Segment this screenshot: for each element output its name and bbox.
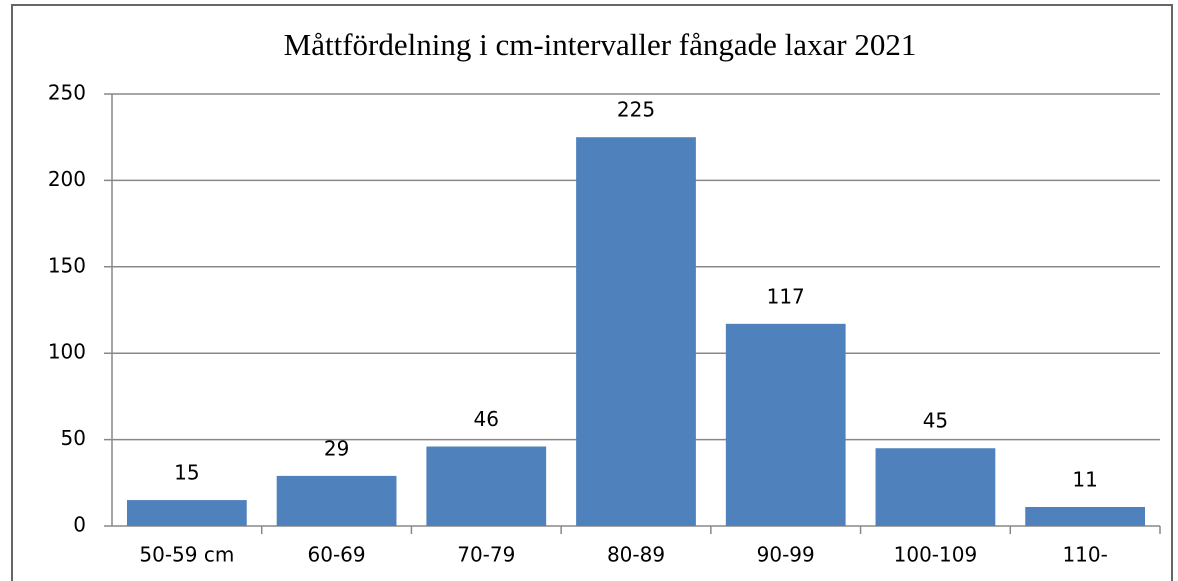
y-tick-label: 50: [61, 426, 86, 450]
x-tick-label: 80-89: [607, 543, 665, 567]
data-label: 225: [617, 98, 655, 122]
chart-title: Måttfördelning i cm-intervaller fångade …: [284, 27, 917, 62]
data-label: 15: [174, 461, 199, 485]
x-tick-label: 90-99: [757, 543, 815, 567]
data-label: 117: [767, 284, 805, 308]
x-tick-label: 100-109: [894, 543, 978, 567]
y-tick-label: 150: [48, 253, 86, 277]
y-tick-label: 200: [48, 167, 86, 191]
chart-border: [11, 4, 1173, 581]
data-label: 29: [324, 436, 349, 460]
y-tick-label: 100: [48, 340, 86, 364]
x-tick-label: 60-69: [308, 543, 366, 567]
y-tick-label: 250: [48, 81, 86, 105]
data-label: 45: [923, 409, 948, 433]
bar: [576, 137, 696, 526]
bar: [426, 446, 547, 526]
bar: [276, 475, 397, 526]
x-tick-label: 70-79: [457, 543, 515, 567]
x-tick-label: 50-59 cm: [139, 543, 234, 567]
bar: [126, 500, 247, 526]
bar: [875, 448, 996, 526]
bar: [725, 323, 846, 526]
y-tick-label: 0: [73, 513, 86, 537]
x-tick-label: 110-: [1062, 543, 1107, 567]
bar: [1025, 506, 1146, 526]
data-label: 11: [1072, 467, 1097, 491]
data-label: 46: [474, 407, 499, 431]
